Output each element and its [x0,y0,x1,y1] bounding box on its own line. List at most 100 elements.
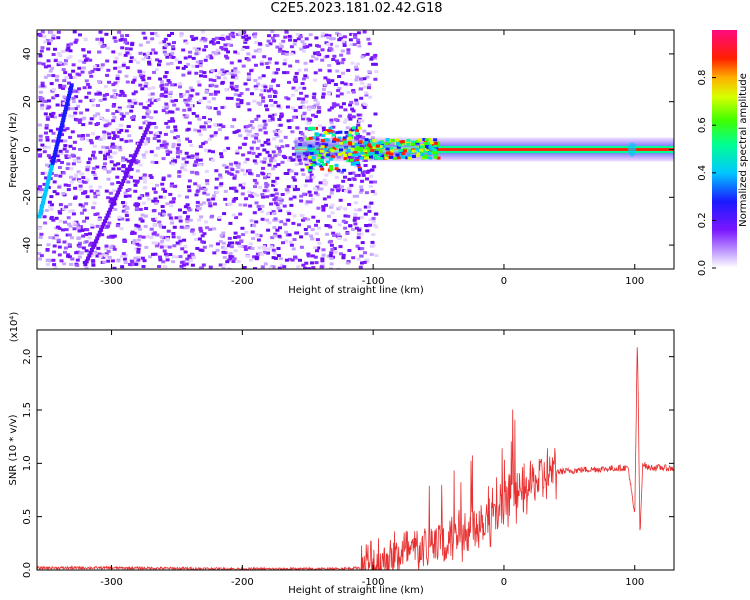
spectrogram-cell [56,158,61,162]
spectrogram-cell [198,133,203,137]
spectrogram-cell [234,216,239,220]
spectrogram-cell [161,187,166,191]
spectrogram-cell [178,208,182,212]
signal-blob [389,147,394,151]
spectrogram-cell [170,83,175,87]
spectrogram-cell [199,38,204,42]
spectrogram-cell [115,79,120,83]
spectrogram-cell [158,195,163,199]
spectrogram-cell [339,92,344,96]
spectrogram-cell [56,225,60,229]
spectrogram-cell [214,177,219,181]
signal-blob [430,141,434,145]
spectrogram-cell [152,137,157,140]
spectrogram-cell [66,188,71,192]
spectrogram-cell [259,93,264,97]
spectrogram-cell [327,69,332,73]
spectrogram-streak-cell [59,126,64,131]
spectrogram-cell [160,80,164,84]
spectrogram-cell [232,197,237,201]
spectrogram-cell [178,150,183,154]
spectrogram-cell [78,241,82,245]
spectrogram-cell [192,46,197,50]
spectrogram-cell [195,92,200,96]
spectrogram-cell [329,256,334,260]
spectrogram-cell [283,172,288,175]
spectrogram-cell [215,36,220,40]
spectrogram-cell [120,92,125,95]
spectrogram-cell [282,71,287,75]
spectrogram-cell [38,190,42,194]
spectrogram-cell [232,257,237,261]
signal-blob [337,152,342,156]
spectrogram-cell [356,173,361,177]
spectrogram-cell [236,260,241,263]
spectrogram-cell [235,33,240,36]
spectrogram-cell [184,41,189,45]
spectrogram-cell [332,54,337,58]
spectrogram-cell [217,128,222,132]
spectrogram-cell [340,49,345,53]
spectrogram-cell [265,195,270,199]
spectrogram-streak-cell [135,147,140,152]
spectrogram-cell [299,245,304,249]
spectrogram-cell [152,224,157,227]
spectrogram-cell [341,179,346,183]
spectrogram-cell [186,62,191,66]
spectrogram-cell [175,66,180,70]
signal-blob [330,155,335,159]
signal-blob [332,139,336,143]
spectrogram-cell [65,167,70,170]
spectrogram-cell [37,252,42,255]
spectrogram-cell [287,80,291,84]
spectrogram-cell [63,183,68,187]
spectrogram-cell [215,248,220,252]
spectrogram-cell [56,238,61,242]
spectrogram-cell [279,112,284,116]
spectrogram-cell [273,34,278,38]
spectrogram-cell [127,134,132,138]
spectrogram-cell [152,122,157,125]
spectrogram-cell [47,42,52,46]
signal-blob [419,145,424,149]
spectrogram-cell [288,156,293,160]
spectrogram-cell [251,55,256,59]
spectrogram-cell [208,118,212,122]
spectrogram-cell [150,92,155,96]
spectrogram-cell [101,118,106,122]
spectrogram-cell [68,224,73,228]
spectrogram-cell [285,188,290,192]
spectrogram-cell [104,189,109,193]
spectrogram-cell [61,171,66,175]
spectrogram-cell [296,97,301,101]
spectrogram-cell [58,54,63,58]
spectrogram-cell [229,186,234,190]
spectrogram-cell [127,53,132,56]
spectrogram-cell [365,258,370,262]
spectrogram-cell [102,133,107,137]
spectrogram-cell [347,178,352,181]
spectrogram-cell [164,106,169,110]
spectrogram-cell [336,207,341,211]
spectrogram-cell [110,142,115,146]
spectrogram-cell [136,262,141,265]
spectrogram-cell [287,126,292,129]
spectrogram-cell [163,75,168,79]
spectrogram-cell [205,179,210,183]
spectrogram-cell [238,203,243,207]
spectrogram-cell [258,128,263,132]
spectrogram-cell [76,226,81,230]
spectrogram-cell [159,225,164,229]
spectrogram-cell [355,102,359,106]
signal-blob [411,142,416,146]
spectrogram-cell [128,154,133,158]
spectrogram-cell [208,204,213,208]
spectrogram-cell [188,50,193,54]
spectrogram-cell [171,232,176,235]
spectrogram-cell [374,254,379,257]
spectrogram-cell [140,256,145,260]
spectrogram-cell [124,47,129,51]
spectrogram-cell [249,219,254,223]
spectrogram-cell [57,166,62,169]
spectrogram-cell [308,33,313,37]
